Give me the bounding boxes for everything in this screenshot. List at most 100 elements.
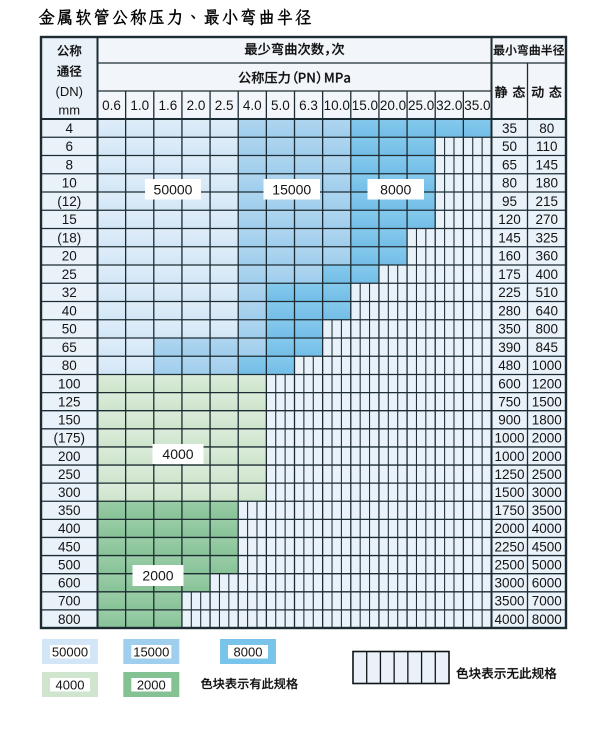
svg-text:50: 50 [62,322,77,337]
svg-text:300: 300 [58,485,81,500]
svg-text:180: 180 [535,176,558,191]
svg-text:6: 6 [65,139,73,154]
svg-text:2000: 2000 [532,431,562,446]
svg-text:10: 10 [62,176,77,191]
svg-text:845: 845 [535,340,558,355]
svg-text:95: 95 [502,194,517,209]
svg-text:8000: 8000 [532,612,562,627]
svg-text:1000: 1000 [494,431,524,446]
svg-text:200: 200 [58,449,81,464]
svg-text:1200: 1200 [532,376,562,391]
svg-text:2500: 2500 [532,467,562,482]
svg-text:mm: mm [58,103,80,118]
svg-text:1750: 1750 [494,503,524,518]
svg-text:5.0: 5.0 [271,98,290,113]
svg-text:3000: 3000 [494,576,524,591]
svg-text:35.0: 35.0 [464,98,490,113]
svg-text:450: 450 [58,539,81,554]
svg-text:80: 80 [502,176,517,191]
svg-text:1800: 1800 [532,413,562,428]
svg-text:4: 4 [65,121,73,136]
svg-text:145: 145 [498,230,521,245]
svg-text:4000: 4000 [162,446,193,462]
svg-text:1500: 1500 [532,394,562,409]
svg-text:110: 110 [536,139,558,154]
svg-text:20: 20 [62,249,77,264]
svg-text:350: 350 [498,322,521,337]
svg-text:5000: 5000 [532,557,562,572]
svg-text:600: 600 [498,376,521,391]
svg-text:400: 400 [58,521,81,536]
svg-text:350: 350 [58,503,81,518]
svg-text:1500: 1500 [494,485,524,500]
svg-text:6.3: 6.3 [299,98,318,113]
svg-text:2000: 2000 [494,521,524,536]
svg-text:8000: 8000 [234,644,263,659]
svg-text:3000: 3000 [532,485,562,500]
svg-text:32: 32 [62,285,77,300]
svg-text:3500: 3500 [532,503,562,518]
svg-text:400: 400 [535,267,558,282]
svg-text:510: 510 [535,285,558,300]
svg-text:2250: 2250 [494,539,524,554]
svg-text:2.5: 2.5 [215,98,234,113]
svg-text:1000: 1000 [494,449,524,464]
svg-text:100: 100 [58,376,81,391]
svg-text:480: 480 [498,358,521,373]
svg-text:325: 325 [535,230,558,245]
svg-text:800: 800 [58,612,81,627]
svg-text:4.0: 4.0 [243,98,262,113]
svg-text:6000: 6000 [532,576,562,591]
svg-text:32.0: 32.0 [436,98,462,113]
svg-text:25.0: 25.0 [408,98,434,113]
svg-text:15000: 15000 [133,644,169,659]
svg-text:150: 150 [58,413,81,428]
svg-text:2000: 2000 [142,568,173,584]
svg-text:80: 80 [539,121,554,136]
svg-text:0.6: 0.6 [102,98,121,113]
svg-text:40: 40 [62,303,77,318]
svg-text:4000: 4000 [532,521,562,536]
svg-text:(12): (12) [57,194,81,209]
svg-text:250: 250 [58,467,81,482]
svg-text:(175): (175) [53,431,85,446]
svg-text:1.0: 1.0 [130,98,149,113]
svg-text:270: 270 [535,212,558,227]
svg-text:4000: 4000 [494,612,524,627]
svg-text:3500: 3500 [494,594,524,609]
svg-text:50000: 50000 [52,644,88,659]
svg-text:20.0: 20.0 [380,98,406,113]
svg-text:10.0: 10.0 [324,98,350,113]
svg-text:160: 160 [498,249,521,264]
svg-text:8: 8 [65,157,73,172]
svg-text:15.0: 15.0 [352,98,378,113]
svg-text:1000: 1000 [532,358,562,373]
svg-text:1250: 1250 [494,467,524,482]
svg-text:750: 750 [498,394,521,409]
svg-text:225: 225 [498,285,521,300]
svg-text:280: 280 [498,303,521,318]
svg-text:15000: 15000 [272,181,311,197]
svg-text:7000: 7000 [532,594,562,609]
svg-text:2000: 2000 [532,449,562,464]
svg-text:500: 500 [58,557,81,572]
svg-text:390: 390 [498,340,521,355]
svg-text:215: 215 [535,194,558,209]
svg-text:65: 65 [502,157,517,172]
svg-text:8000: 8000 [380,181,411,197]
svg-text:145: 145 [535,157,558,172]
svg-text:4500: 4500 [532,539,562,554]
svg-text:4000: 4000 [56,677,85,692]
svg-text:175: 175 [498,267,521,282]
svg-text:360: 360 [535,249,558,264]
svg-text:35: 35 [502,121,517,136]
svg-text:80: 80 [62,358,77,373]
svg-text:600: 600 [58,576,81,591]
svg-text:(18): (18) [57,230,81,245]
svg-text:50000: 50000 [154,181,193,197]
svg-text:2000: 2000 [137,677,166,692]
svg-text:2.0: 2.0 [187,98,206,113]
svg-text:900: 900 [498,413,521,428]
svg-text:1.6: 1.6 [158,98,177,113]
svg-text:25: 25 [62,267,77,282]
